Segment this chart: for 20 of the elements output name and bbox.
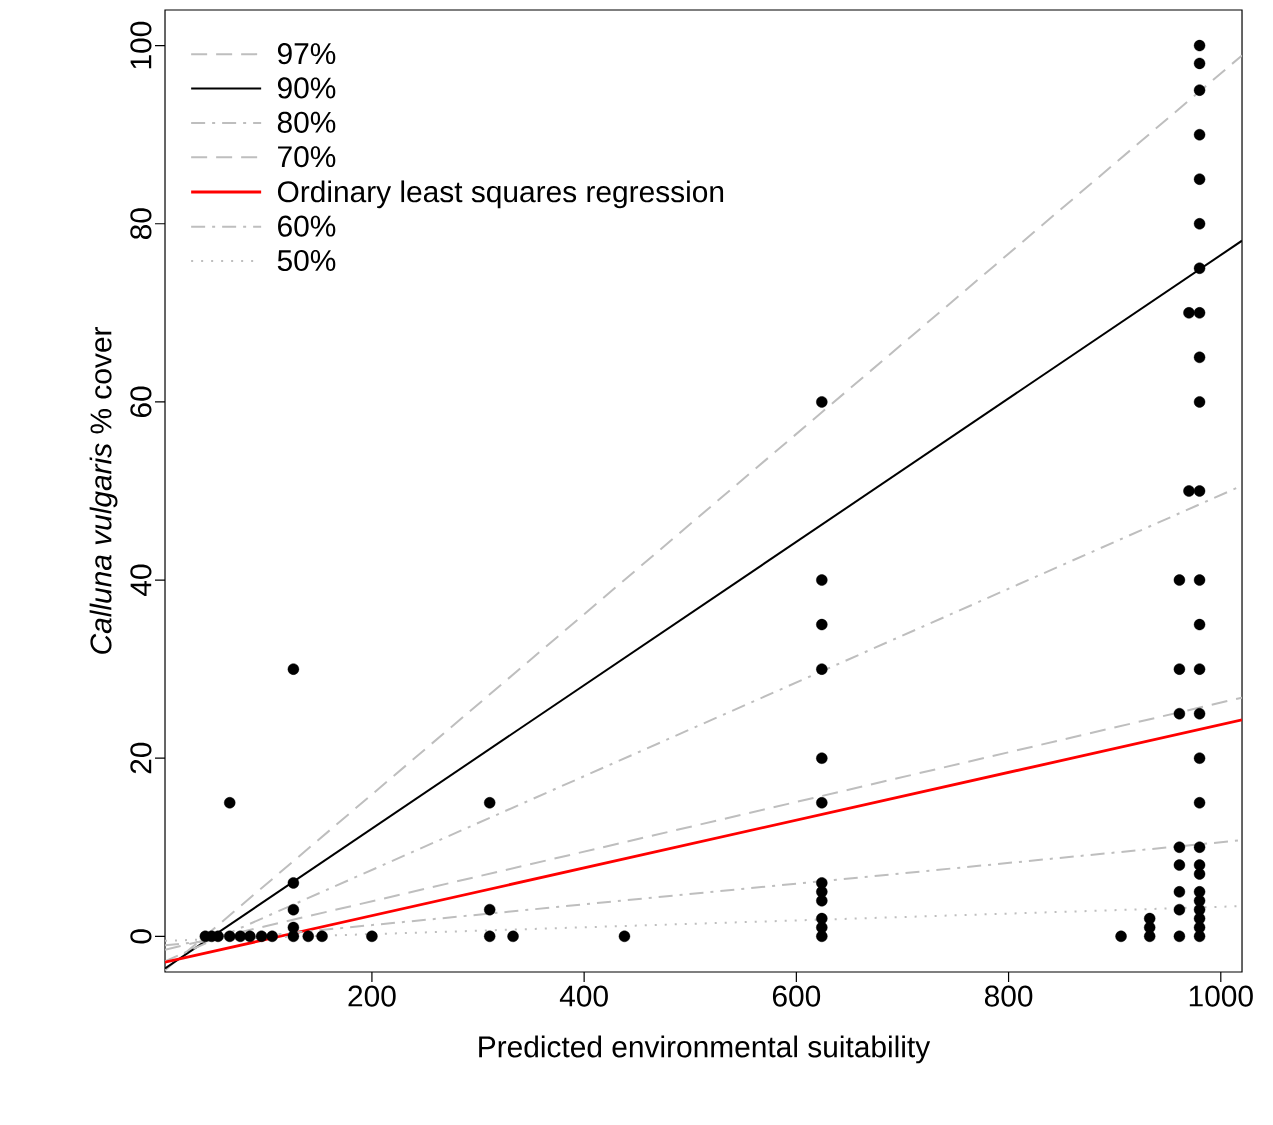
y-tick-label: 20 — [130, 742, 152, 774]
x-tick-label: 600 — [772, 985, 821, 1007]
legend-label: 60% — [278, 215, 336, 237]
legend-label: 97% — [277, 43, 336, 65]
legend-label: 80% — [277, 111, 336, 133]
x-tick-label: 1000 — [1189, 985, 1253, 1007]
legend-label: Ordinary least squares regression — [277, 180, 724, 209]
y-tick-label: 60 — [130, 386, 152, 418]
x-tick-label: 200 — [348, 985, 396, 1007]
y-tick-label: 100 — [130, 21, 152, 69]
y-tick-label: 0 — [130, 929, 152, 944]
legend-label: 70% — [278, 146, 336, 168]
x-axis-title: Predicted environmental suitability — [479, 1035, 931, 1064]
x-tick-label: 800 — [984, 985, 1033, 1007]
y-axis-title: Calluna vulgaris % cover — [89, 327, 118, 654]
y-tick-label: 80 — [130, 208, 152, 240]
legend-label: 50% — [277, 249, 336, 272]
x-tick-label: 400 — [559, 985, 608, 1007]
legend-label: 90% — [277, 77, 336, 99]
y-tick-label: 40 — [130, 564, 152, 596]
